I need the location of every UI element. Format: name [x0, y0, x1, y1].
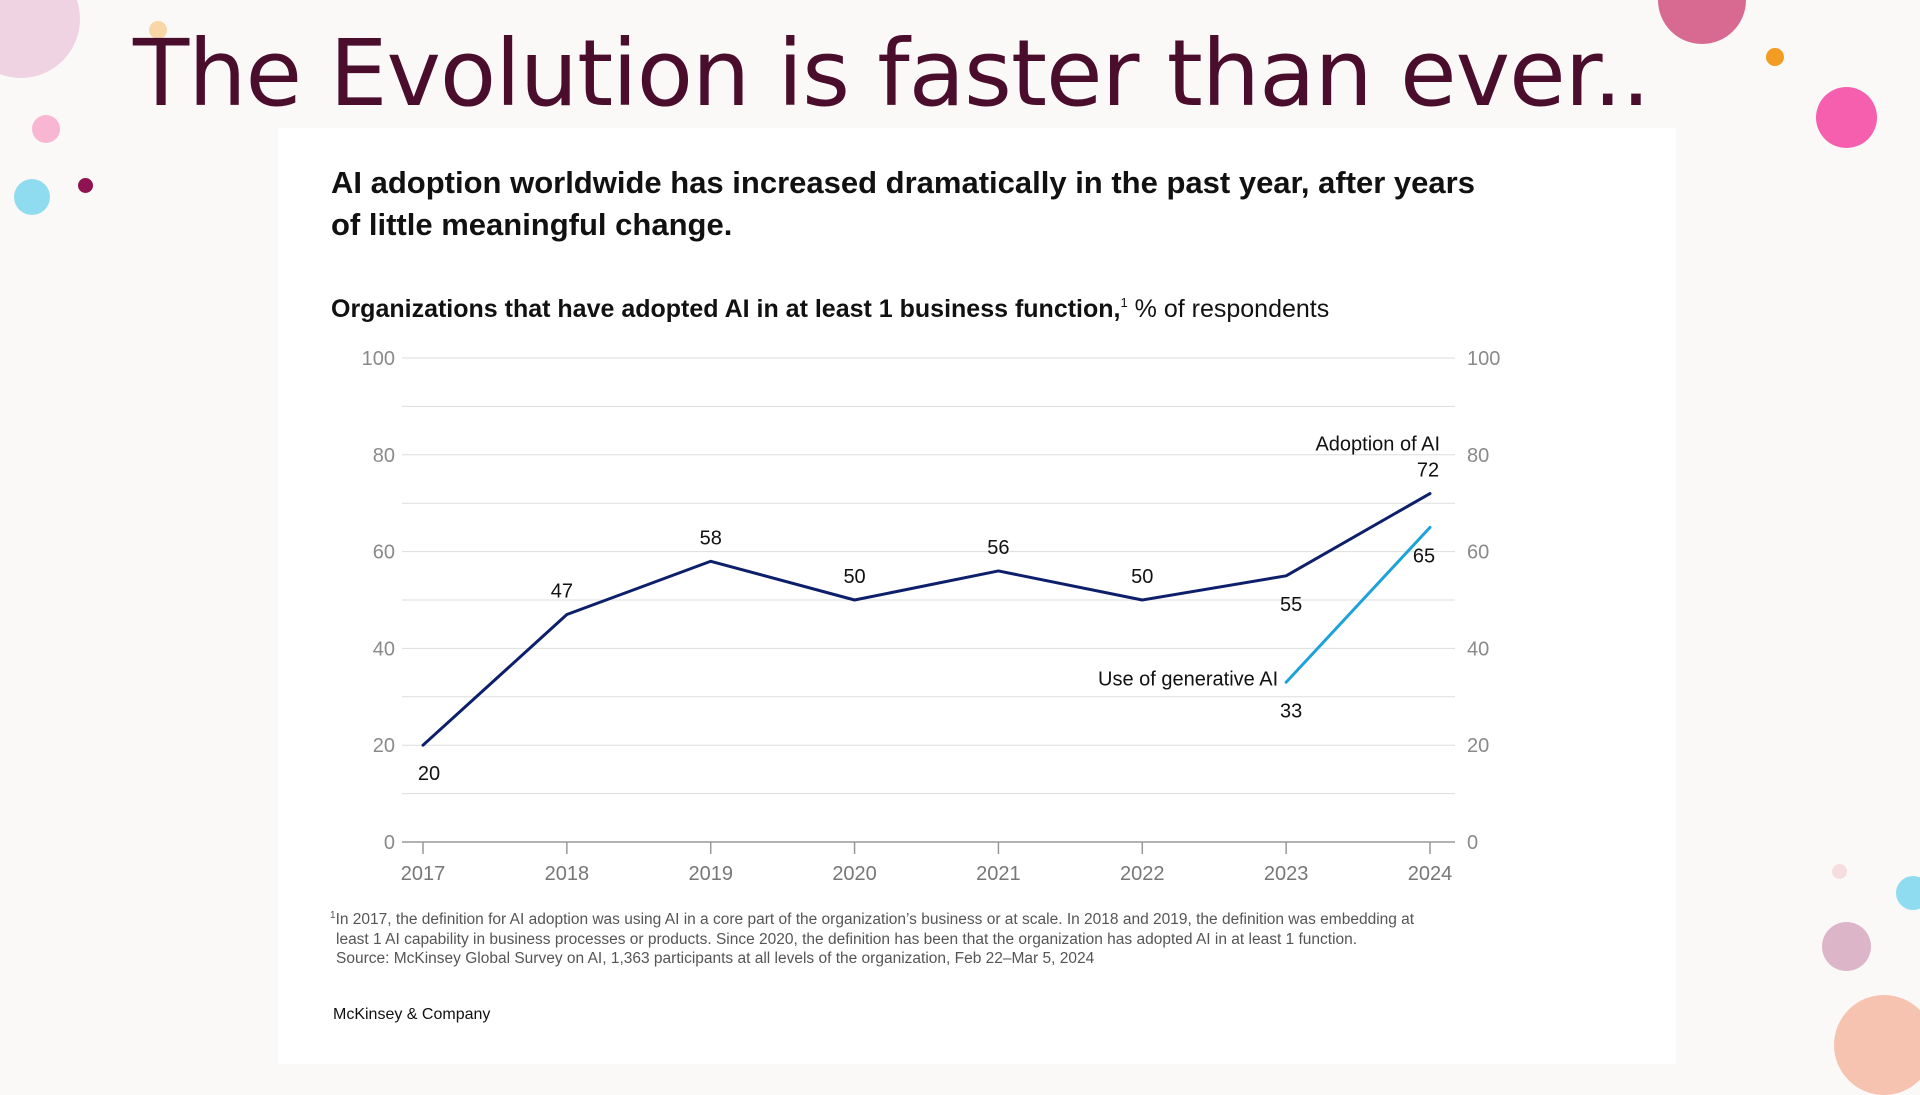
data-label: 56 — [987, 537, 1009, 559]
y-tick-label-left: 80 — [373, 445, 395, 467]
series-line — [1286, 527, 1430, 682]
y-tick-label-right: 40 — [1467, 638, 1489, 660]
footnote-source: Source: McKinsey Global Survey on AI, 1,… — [330, 949, 1510, 969]
data-label: 50 — [1131, 566, 1153, 588]
x-tick-label: 2022 — [1120, 863, 1165, 885]
footnote-line-1: In 2017, the definition for AI adoption … — [336, 911, 1415, 928]
x-tick-label: 2024 — [1408, 863, 1453, 885]
y-tick-label-right: 60 — [1467, 542, 1489, 564]
y-tick-label-left: 0 — [384, 832, 395, 854]
y-tick-label-right: 100 — [1467, 348, 1500, 370]
data-label: 50 — [843, 566, 865, 588]
x-tick-label: 2021 — [976, 863, 1021, 885]
y-tick-label-right: 0 — [1467, 832, 1478, 854]
y-tick-label-left: 20 — [373, 735, 395, 757]
y-tick-label-right: 80 — [1467, 445, 1489, 467]
series-line — [423, 494, 1430, 746]
y-tick-label-left: 40 — [373, 638, 395, 660]
x-tick-label: 2020 — [832, 863, 877, 885]
series-label-adoption: Adoption of AI — [1315, 434, 1440, 456]
data-label: 20 — [418, 763, 440, 785]
data-label: 55 — [1280, 594, 1302, 616]
footnote-line-2: least 1 AI capability in business proces… — [330, 930, 1510, 950]
y-tick-label-left: 100 — [362, 348, 395, 370]
data-label: 33 — [1280, 700, 1302, 722]
series-label-genai: Use of generative AI — [1098, 668, 1278, 690]
x-tick-label: 2023 — [1264, 863, 1309, 885]
data-label: 47 — [551, 581, 573, 603]
x-tick-label: 2018 — [545, 863, 590, 885]
data-label: 72 — [1417, 460, 1439, 482]
y-tick-label-left: 60 — [373, 542, 395, 564]
x-tick-label: 2019 — [688, 863, 733, 885]
data-label: 58 — [700, 527, 722, 549]
data-label: 65 — [1413, 545, 1435, 567]
y-tick-label-right: 20 — [1467, 735, 1489, 757]
x-tick-label: 2017 — [401, 863, 446, 885]
brand-logo-text: McKinsey & Company — [333, 1006, 490, 1024]
chart-footnote: 1In 2017, the definition for AI adoption… — [330, 906, 1510, 969]
